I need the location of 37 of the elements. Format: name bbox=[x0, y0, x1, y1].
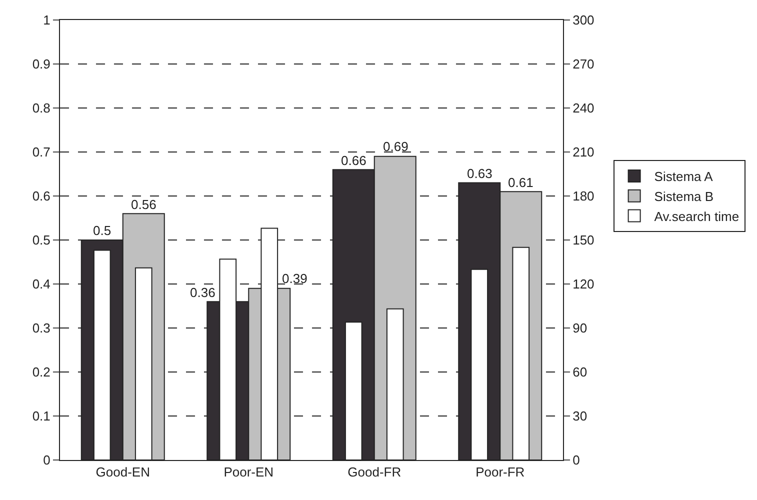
x-tick-label: Good-EN bbox=[96, 464, 150, 480]
y2-tick-label: 90 bbox=[572, 320, 588, 336]
x-tick-label: Poor-EN bbox=[224, 464, 274, 480]
legend-label: Sistema B bbox=[654, 188, 714, 204]
y-tick-label: 0.5 bbox=[32, 232, 50, 248]
x-tick-label: Poor-FR bbox=[476, 464, 525, 480]
x-tick-label: Good-FR bbox=[348, 464, 402, 480]
y2-tick-label: 180 bbox=[572, 188, 594, 204]
y2-tick-label: 120 bbox=[572, 276, 594, 292]
data-label: 0.5 bbox=[93, 223, 112, 238]
data-label: 0.63 bbox=[467, 166, 492, 181]
data-label: 0.36 bbox=[190, 285, 216, 300]
y2-tick-label: 240 bbox=[572, 100, 594, 116]
y-tick-label: 0.1 bbox=[32, 408, 50, 424]
y2-tick-label: 0 bbox=[572, 452, 580, 468]
y-tick-label: 0.7 bbox=[32, 144, 50, 160]
legend-label: Av.search time bbox=[654, 208, 740, 224]
y-tick-label: 0.3 bbox=[32, 320, 50, 336]
y2-tick-label: 300 bbox=[572, 12, 594, 28]
y-tick-label: 0.9 bbox=[32, 56, 50, 72]
y-tick-label: 1 bbox=[43, 12, 50, 28]
data-label: 0.61 bbox=[508, 175, 534, 190]
data-label: 0.66 bbox=[341, 153, 366, 168]
data-label: 0.69 bbox=[383, 139, 408, 154]
y2-tick-label: 30 bbox=[572, 408, 588, 424]
y2-tick-label: 270 bbox=[572, 56, 594, 72]
y-tick-label: 0.2 bbox=[32, 364, 50, 380]
data-label: 0.39 bbox=[282, 271, 308, 286]
legend-label: Sistema A bbox=[654, 169, 714, 184]
y-tick-label: 0.4 bbox=[32, 276, 50, 292]
y2-tick-label: 210 bbox=[572, 144, 594, 160]
y2-tick-label: 150 bbox=[572, 232, 594, 248]
y2-tick-label: 60 bbox=[572, 364, 588, 380]
data-label: 0.56 bbox=[131, 197, 156, 212]
y-tick-label: 0 bbox=[43, 452, 50, 468]
y-tick-label: 0.6 bbox=[32, 188, 50, 204]
y-tick-label: 0.8 bbox=[32, 100, 50, 116]
